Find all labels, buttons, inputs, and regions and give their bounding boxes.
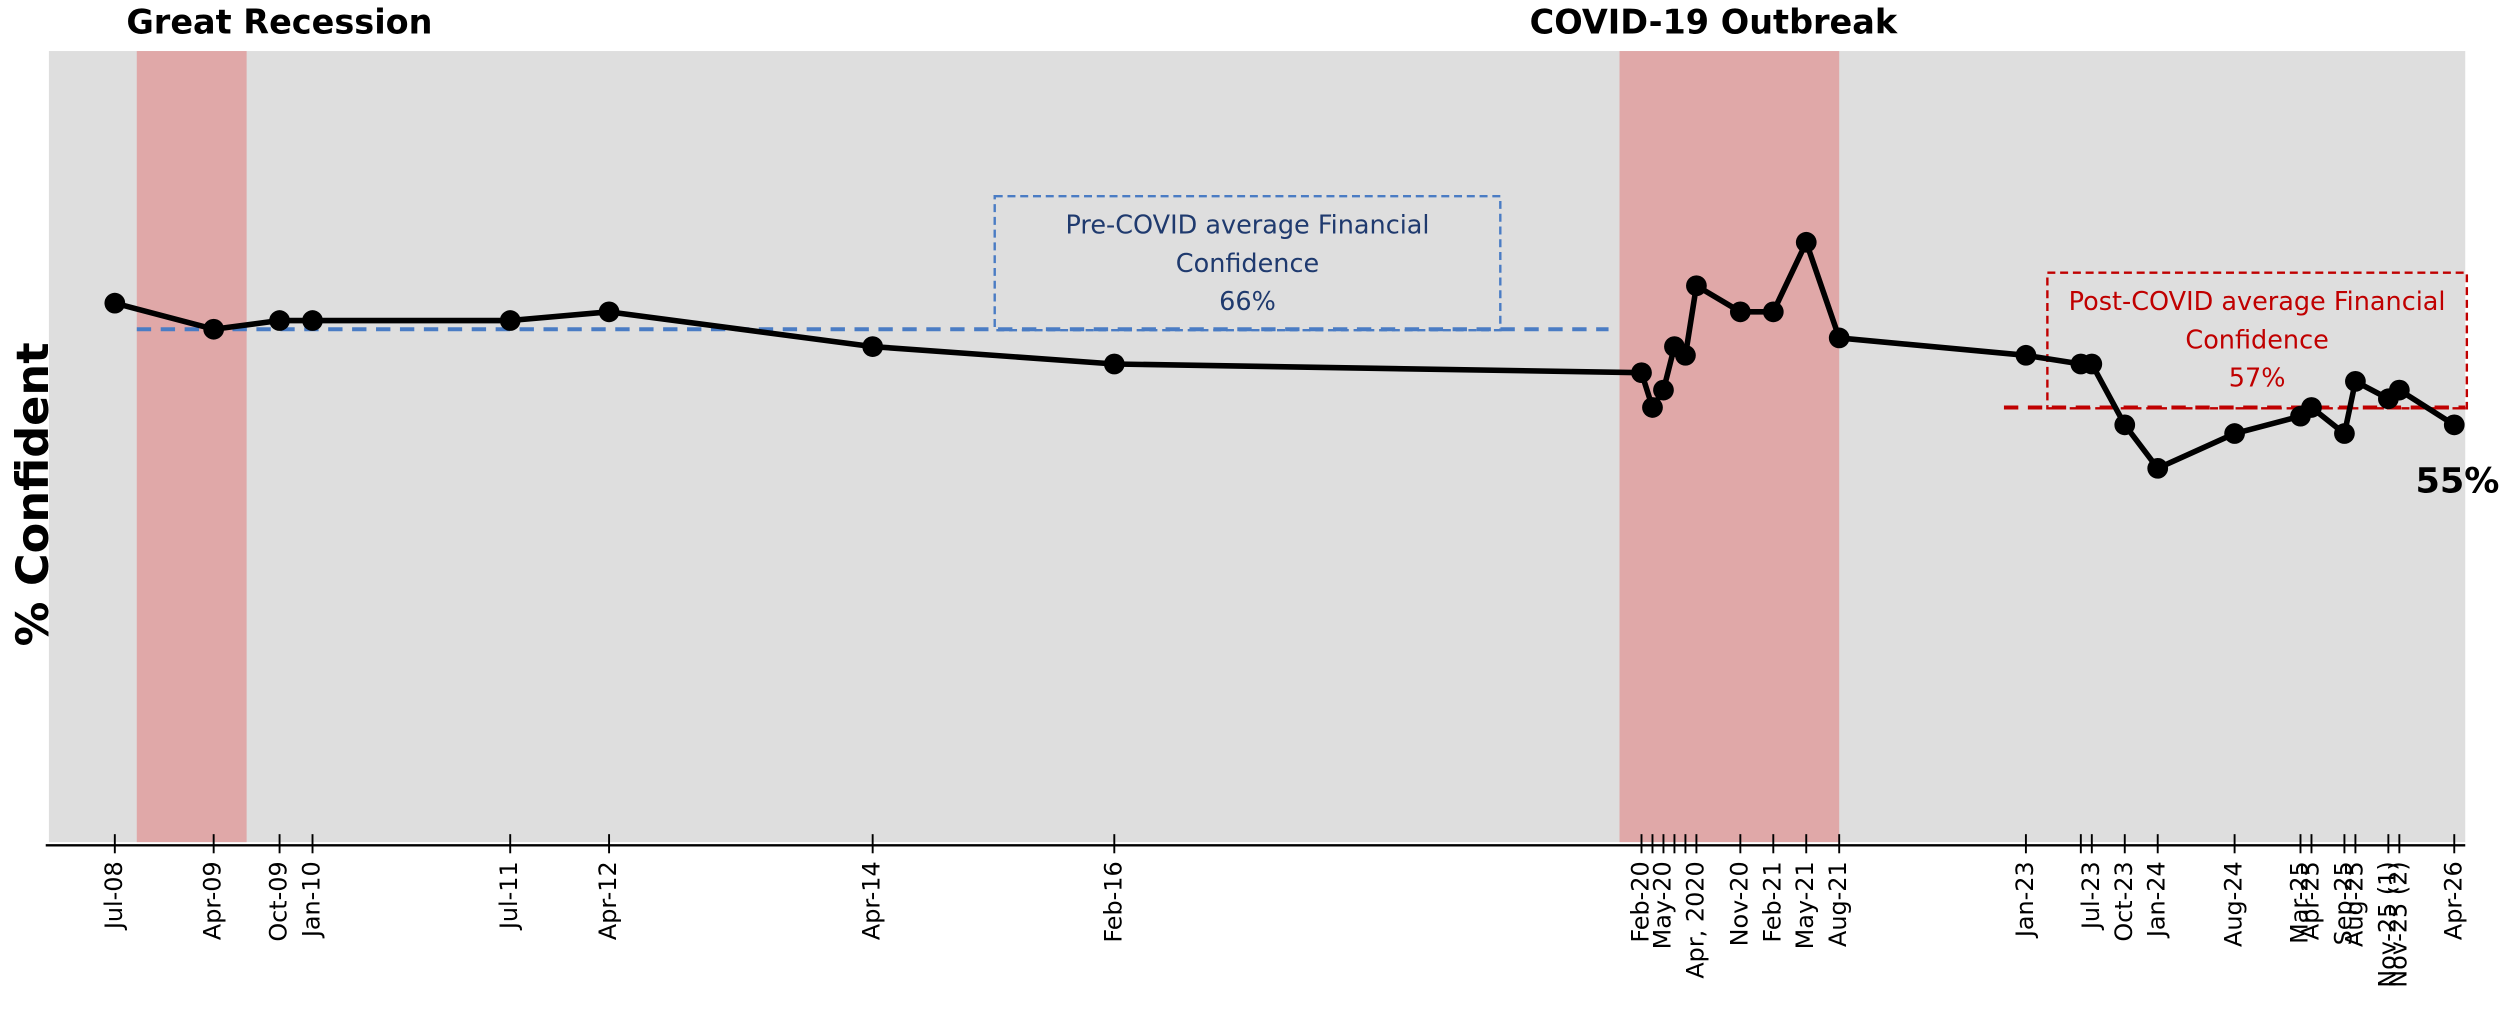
data-point [862, 336, 884, 357]
data-point [2114, 414, 2136, 436]
plot-background [48, 51, 2466, 843]
data-point [2334, 423, 2355, 444]
x-tick-label: May-21 [1791, 861, 1819, 949]
x-tick-label: Nov-20 [1725, 861, 1753, 946]
data-point [203, 318, 225, 340]
data-point [1686, 275, 1707, 297]
x-tick-label: Jan-10 [298, 861, 326, 939]
data-point [2147, 457, 2169, 479]
shaded-region [1619, 51, 1840, 843]
data-point [2388, 379, 2410, 401]
x-tick-label: Apr-14 [858, 861, 886, 940]
x-tick-label: Feb-16 [1099, 861, 1127, 942]
data-point [598, 301, 620, 323]
annotation-text: 66% [1219, 287, 1276, 317]
data-point [2015, 344, 2037, 366]
data-point [1828, 327, 1850, 349]
data-point [1103, 353, 1125, 375]
x-tick-label: Jan-23 [2011, 861, 2039, 939]
shaded-region [136, 51, 247, 843]
annotation-box [993, 194, 1502, 332]
x-tick-label: Oct-09 [265, 861, 293, 941]
x-tick-label: Feb-20 [1626, 861, 1654, 942]
region-label: Great Recession [126, 2, 432, 41]
x-tick-label: Nov-25 (1) [2373, 861, 2401, 988]
x-tick-label: Aug-21 [1824, 861, 1852, 947]
data-point [1762, 301, 1784, 323]
annotation-text: Post-COVID average Financial [2069, 287, 2446, 317]
data-point [302, 310, 323, 331]
data-point [104, 292, 126, 314]
annotation-box [2046, 271, 2469, 410]
annotation-text: 57% [2229, 364, 2286, 394]
x-tick-label: Nov-25 (2) [2384, 861, 2412, 988]
data-point [2081, 353, 2103, 375]
x-tick-label: Apr-25 [2296, 861, 2324, 940]
x-tick-label: Apr-12 [594, 861, 622, 940]
x-tick-label: Jan-24 [2143, 861, 2171, 939]
x-tick-label: Oct-23 [2110, 861, 2138, 941]
data-point [499, 310, 521, 331]
data-point [2224, 423, 2245, 444]
x-tick-label: Sep-25 [2329, 861, 2357, 945]
x-tick-label: Apr-26 [2439, 861, 2467, 940]
x-tick-label: Jul-08 [100, 861, 128, 931]
x-tick-label: Aug-24 [2220, 861, 2248, 947]
x-tick-label: Feb-21 [1758, 861, 1786, 942]
data-point [2301, 397, 2322, 418]
region-label: COVID-19 Outbreak [1530, 2, 1898, 41]
data-point [1653, 379, 1674, 401]
x-tick-label: Aug-25 [2340, 861, 2368, 947]
x-tick-label: May-20 [1648, 861, 1676, 949]
data-point [1631, 362, 1652, 384]
data-point [1795, 231, 1817, 253]
x-tick-label: Jul-11 [495, 861, 523, 931]
data-label: 55% [2415, 460, 2499, 501]
data-point [1729, 301, 1751, 323]
annotation-text: Pre-COVID average Financial [1065, 210, 1429, 240]
annotation-text: Confidence [2185, 325, 2328, 355]
data-point [269, 310, 290, 331]
annotation-text: Confidence [1176, 249, 1319, 279]
x-tick-label: Mar-25 [2285, 861, 2313, 944]
data-point [1675, 344, 1696, 366]
x-tick-label: Apr-09 [199, 861, 227, 940]
data-point [1642, 397, 1663, 418]
data-point [2443, 414, 2465, 436]
x-tick-label: Jul-23 [2077, 861, 2105, 931]
data-point [2345, 371, 2366, 392]
x-tick-label: Apr, 2020 [1681, 861, 1709, 978]
